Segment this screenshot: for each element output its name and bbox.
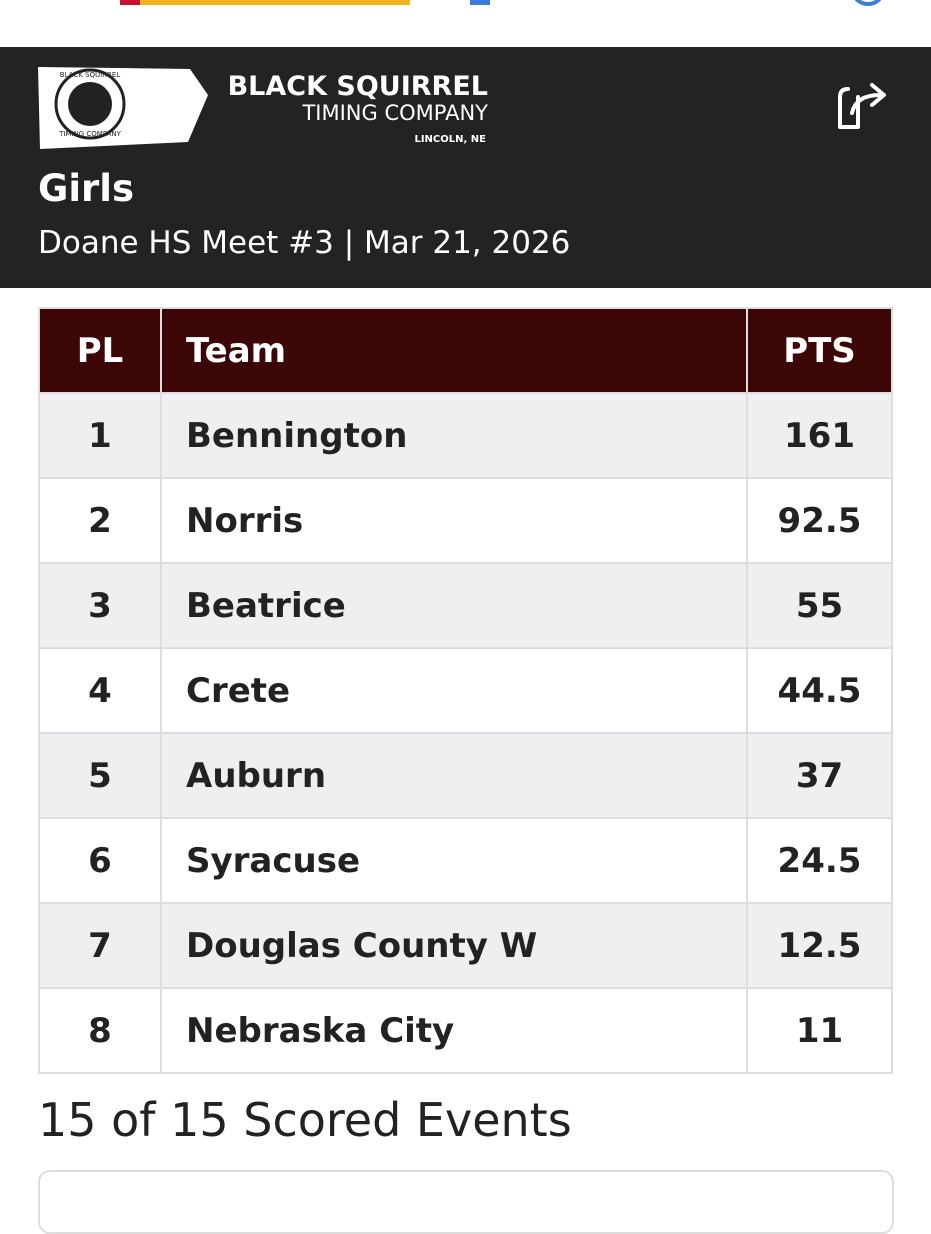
logo-center — [68, 82, 112, 126]
team-cell: Beatrice — [160, 562, 748, 649]
brand-name: TIMING COMPANY — [301, 101, 488, 125]
place-cell: 1 — [38, 392, 162, 479]
events-card — [38, 1170, 894, 1234]
table-body: 1 Bennington 161 2 Norris 92.5 3 Beatrice 55 4 Cre… — [38, 392, 893, 1074]
place-cell: 3 — [38, 562, 162, 649]
results-table: PL Team PTS 1 Bennington 161 2 Norris 92.5 3 Beat… — [38, 307, 893, 1074]
brand-location: LINCOLN, NE — [414, 134, 486, 145]
partial-icon — [470, 0, 490, 5]
points-cell: 92.5 — [746, 477, 893, 564]
header: BLACK SQUIRREL TIMING COMPANY BLACK SQUI… — [0, 47, 931, 288]
table-row: 4 Crete 44.5 — [38, 647, 893, 734]
table-row: 7 Douglas County W 12.5 — [38, 902, 893, 989]
column-header: Team — [160, 307, 748, 394]
points-cell: 12.5 — [746, 902, 893, 989]
top-bar — [0, 0, 931, 47]
partial-logo — [120, 0, 410, 5]
points-cell: 55 — [746, 562, 893, 649]
team-cell: Nebraska City — [160, 987, 748, 1074]
partial-icon — [854, 0, 882, 6]
team-cell: Auburn — [160, 732, 748, 819]
section-heading: 15 of 15 Scored Events — [38, 1093, 572, 1147]
page-title: Girls — [38, 167, 135, 210]
place-cell: 7 — [38, 902, 162, 989]
place-cell: 4 — [38, 647, 162, 734]
team-cell: Norris — [160, 477, 748, 564]
team-cell: Syracuse — [160, 817, 748, 904]
table-row: 3 Beatrice 55 — [38, 562, 893, 649]
header-graphics: BLACK SQUIRREL TIMING COMPANY BLACK SQUI… — [38, 67, 886, 149]
logo-ring-text: TIMING COMPANY — [58, 130, 122, 138]
table-row: 8 Nebraska City 11 — [38, 987, 893, 1074]
partial-logo — [120, 0, 140, 5]
table-row: 2 Norris 92.5 — [38, 477, 893, 564]
place-cell: 2 — [38, 477, 162, 564]
points-cell: 11 — [746, 987, 893, 1074]
share-arrow — [850, 83, 886, 115]
share-button[interactable] — [838, 83, 886, 129]
points-cell: 24.5 — [746, 817, 893, 904]
table-row: 1 Bennington 161 — [38, 392, 893, 479]
brand-name: BLACK SQUIRREL — [228, 71, 488, 102]
logo-ring-text: BLACK SQUIRREL — [60, 71, 121, 79]
place-cell: 8 — [38, 987, 162, 1074]
table-header: PL Team PTS — [38, 307, 893, 394]
points-cell: 44.5 — [746, 647, 893, 734]
table-row: 5 Auburn 37 — [38, 732, 893, 819]
place-cell: 5 — [38, 732, 162, 819]
table-row: 6 Syracuse 24.5 — [38, 817, 893, 904]
points-cell: 37 — [746, 732, 893, 819]
team-cell: Douglas County W — [160, 902, 748, 989]
column-header: PL — [38, 307, 162, 394]
share-box — [838, 87, 860, 129]
place-cell: 6 — [38, 817, 162, 904]
page-subtitle: Doane HS Meet #3 | Mar 21, 2026 — [38, 225, 571, 261]
team-cell: Bennington — [160, 392, 748, 479]
points-cell: 161 — [746, 392, 893, 479]
top-decor — [120, 0, 882, 6]
team-cell: Crete — [160, 647, 748, 734]
column-header: PTS — [746, 307, 893, 394]
